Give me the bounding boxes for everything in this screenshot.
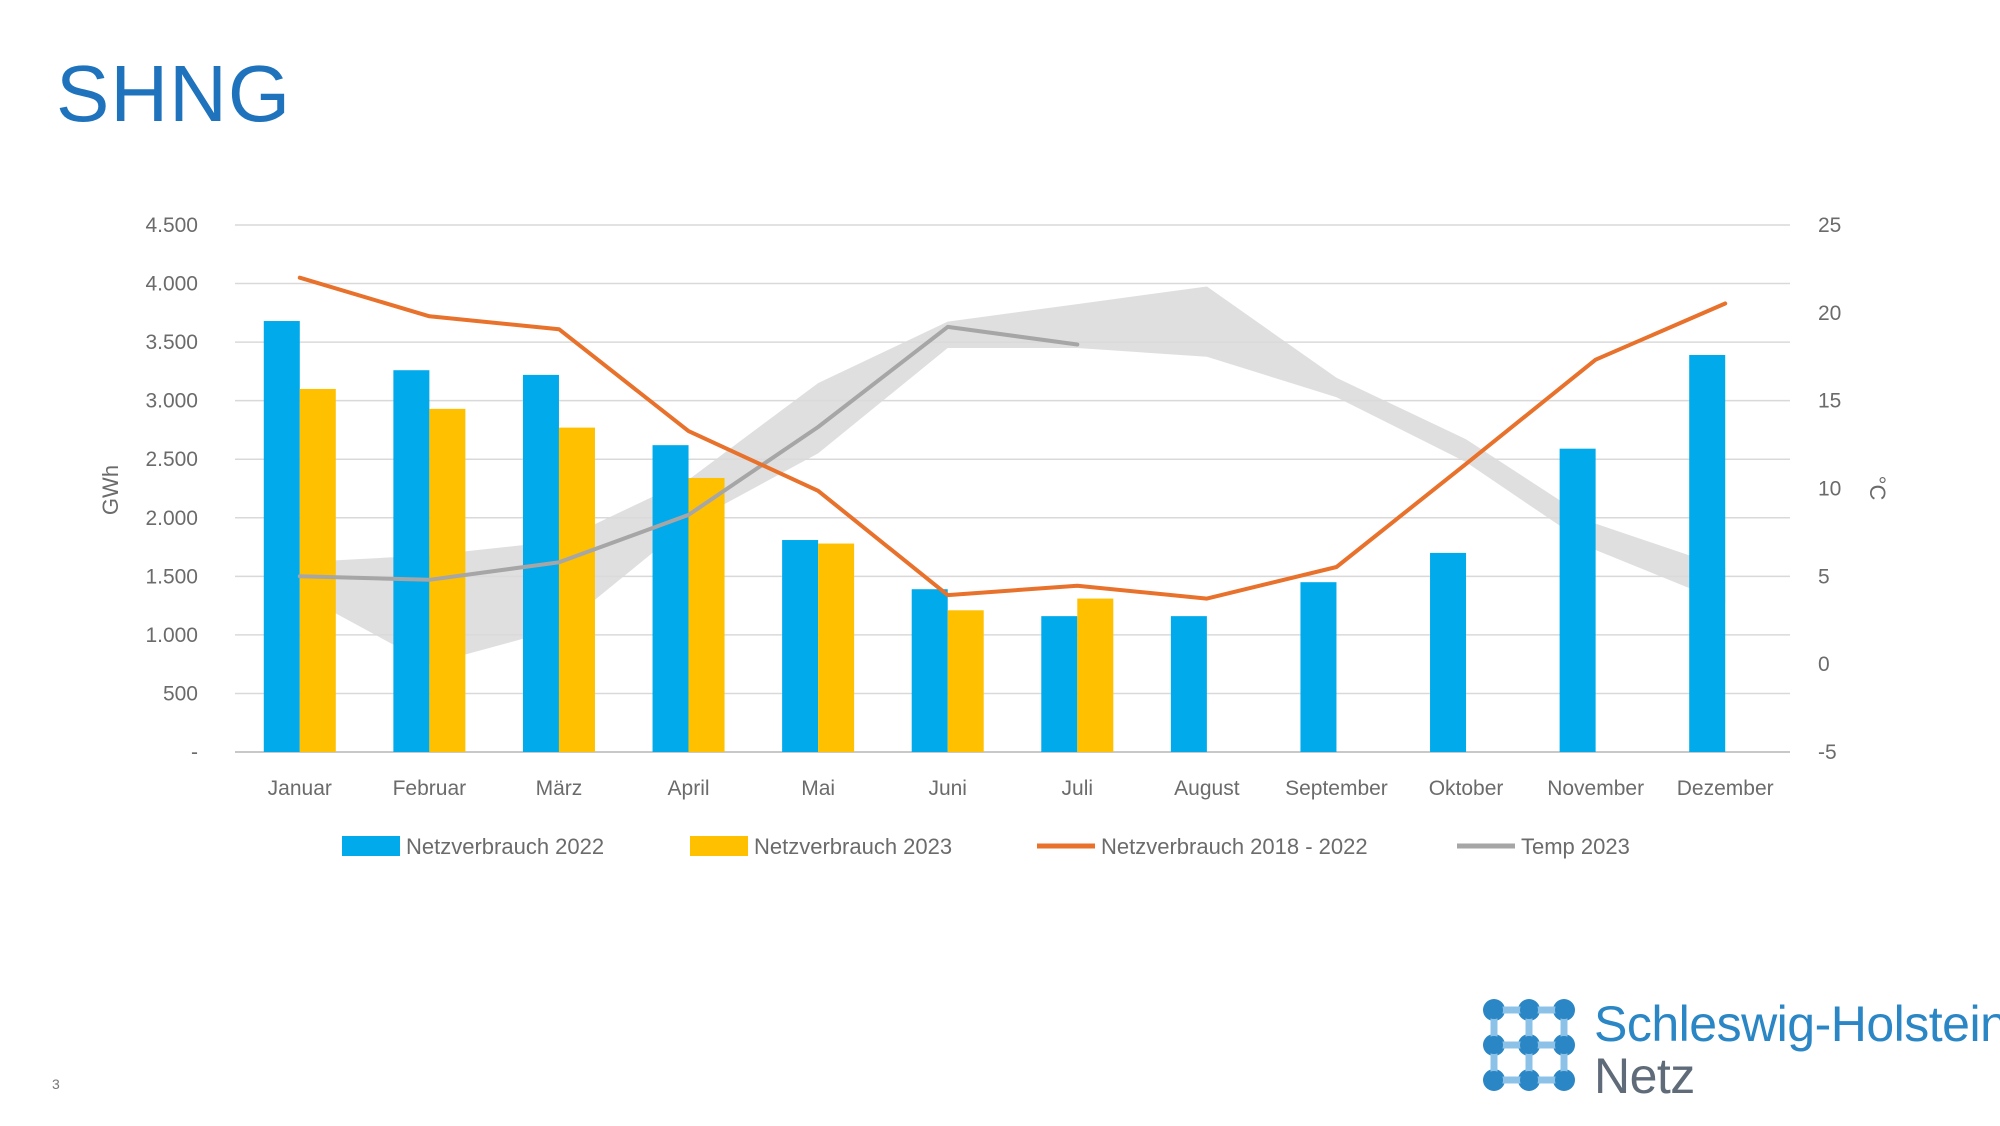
y-axis-title: GWh (98, 465, 123, 515)
bar-netzverbrauch-2023 (299, 388, 336, 752)
logo-text-line2: Netz (1594, 1048, 1695, 1104)
bar-netzverbrauch-2023 (818, 543, 855, 752)
x-tick-label: November (1547, 777, 1644, 800)
x-tick-label: Februar (393, 777, 467, 800)
x-tick-label: Dezember (1677, 777, 1774, 800)
legend-label: Temp 2023 (1521, 834, 1630, 859)
y2-tick-label: 25 (1818, 214, 1841, 237)
x-tick-label: April (668, 777, 710, 800)
page-number: 3 (52, 1076, 60, 1092)
bar-netzverbrauch-2022 (1170, 616, 1207, 752)
logo-text: Schleswig-Holstein Netz (1594, 998, 2000, 1102)
y-tick-label: 1.500 (145, 565, 198, 588)
bar-netzverbrauch-2022 (1041, 616, 1078, 752)
x-tick-label: Mai (801, 777, 835, 800)
y2-tick-label: 15 (1818, 390, 1841, 413)
y-tick-label: 3.000 (145, 390, 198, 413)
y-tick-label: 2.000 (145, 507, 198, 530)
bar-netzverbrauch-2022 (1430, 552, 1467, 752)
y2-tick-label: -5 (1818, 741, 1837, 764)
y2-tick-label: 0 (1818, 653, 1830, 676)
bar-netzverbrauch-2023 (1077, 598, 1114, 752)
bar-netzverbrauch-2023 (688, 477, 725, 752)
x-tick-label: Oktober (1429, 777, 1504, 800)
x-tick-label: Juni (928, 777, 967, 800)
line-netzverbrauch-2018-2022 (297, 275, 1728, 601)
slide-title: SHNG (56, 49, 292, 138)
bar-netzverbrauch-2022 (652, 445, 689, 752)
legend-label: Netzverbrauch 2023 (754, 834, 952, 859)
temperature-band (299, 286, 1726, 665)
line-temp-2023 (297, 324, 1080, 582)
x-tick-label: Juli (1062, 777, 1094, 800)
bar-netzverbrauch-2022 (911, 589, 948, 752)
y2-tick-label: 20 (1818, 302, 1841, 325)
bar-netzverbrauch-2022 (1300, 582, 1337, 752)
x-tick-label: Januar (268, 777, 332, 800)
x-tick-label: März (536, 777, 583, 800)
company-logo: Schleswig-Holstein Netz (1482, 998, 2000, 1108)
bar-netzverbrauch-2022 (263, 321, 300, 752)
x-tick-label: September (1285, 777, 1388, 800)
y-tick-label: 500 (163, 682, 198, 705)
legend-swatch (342, 836, 400, 856)
legend-swatch (690, 836, 748, 856)
y-tick-label: 4.000 (145, 273, 198, 296)
y-tick-label: - (191, 741, 198, 764)
legend-label: Netzverbrauch 2018 - 2022 (1101, 834, 1368, 859)
logo-grid-icon (1483, 999, 1575, 1091)
y-tick-label: 3.500 (145, 331, 198, 354)
bar-netzverbrauch-2022 (1559, 448, 1596, 752)
y-tick-label: 4.500 (145, 214, 198, 237)
y2-tick-label: 10 (1818, 478, 1841, 501)
legend-label: Netzverbrauch 2022 (406, 834, 604, 859)
y2-axis-title: °C (1865, 476, 1890, 501)
logo-text-line1: Schleswig-Holstein (1594, 996, 2000, 1052)
y-tick-label: 2.500 (145, 448, 198, 471)
bar-netzverbrauch-2022 (393, 370, 430, 752)
bar-netzverbrauch-2023 (947, 610, 984, 752)
bar-netzverbrauch-2023 (558, 427, 595, 752)
y-tick-label: 1.000 (145, 624, 198, 647)
y2-tick-label: 5 (1818, 565, 1830, 588)
x-tick-label: August (1174, 777, 1240, 800)
bar-netzverbrauch-2022 (1689, 354, 1726, 752)
bar-netzverbrauch-2022 (782, 540, 819, 752)
